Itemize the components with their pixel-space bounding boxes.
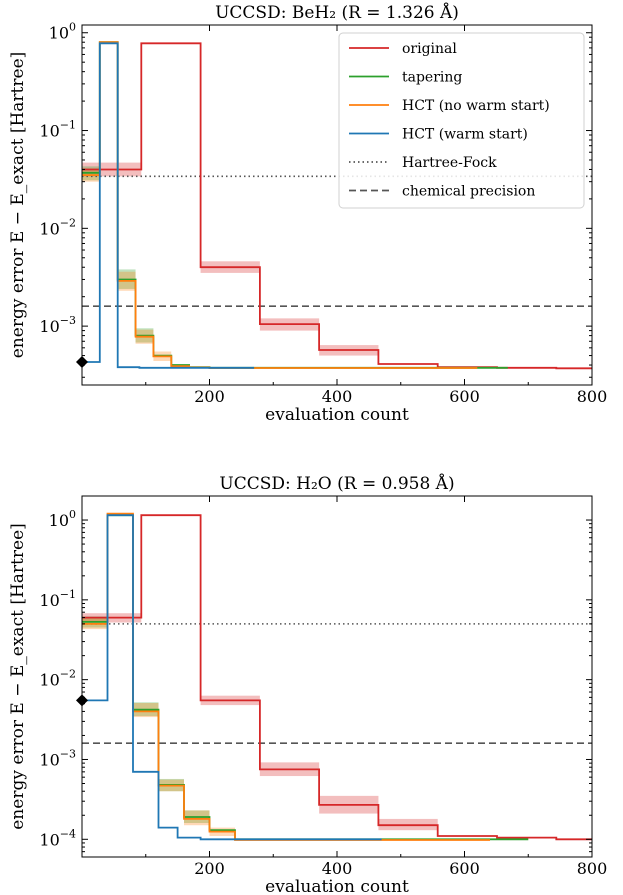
y-tick-exponent: −4 bbox=[60, 827, 76, 840]
y-tick-base: 10 bbox=[39, 591, 59, 610]
y-tick-base: 10 bbox=[39, 122, 59, 141]
legend-label: chemical precision bbox=[402, 184, 535, 200]
y-tick-exponent: −2 bbox=[60, 216, 76, 229]
plot-area bbox=[82, 41, 592, 370]
x-tick-label: 800 bbox=[577, 387, 608, 406]
series-line-hct-no-warm-start bbox=[82, 512, 490, 841]
y-tick-exponent: −1 bbox=[60, 119, 76, 132]
y-tick-exponent: −1 bbox=[60, 588, 76, 601]
y-tick-base: 10 bbox=[39, 317, 59, 336]
series-line-tapering bbox=[82, 514, 529, 841]
chart-title: UCCSD: H₂O (R = 0.958 Å) bbox=[219, 473, 454, 494]
x-axis-label: evaluation count bbox=[265, 877, 409, 895]
x-tick-label: 600 bbox=[449, 859, 480, 878]
x-axis-label: evaluation count bbox=[265, 405, 409, 425]
x-tick-label: 400 bbox=[322, 387, 353, 406]
legend-label: Hartree-Fock bbox=[402, 155, 497, 171]
series-line-hct-warm-start bbox=[82, 514, 382, 841]
series-line-hct-warm-start bbox=[82, 42, 255, 369]
legend-box bbox=[338, 32, 585, 209]
y-axis-label: energy error E − E_exact [Hartree] bbox=[8, 523, 28, 830]
y-axis-label: energy error E − E_exact [Hartree] bbox=[8, 52, 28, 359]
y-tick-base: 10 bbox=[39, 671, 59, 690]
series-line-original bbox=[82, 514, 592, 841]
y-tick-base: 10 bbox=[49, 24, 69, 43]
y-tick-base: 10 bbox=[39, 219, 59, 238]
x-tick-label: 200 bbox=[194, 859, 225, 878]
y-tick-label: 10−2 bbox=[39, 216, 76, 238]
y-tick-base: 10 bbox=[39, 830, 59, 849]
y-tick-label: 100 bbox=[49, 508, 76, 530]
y-tick-label: 10−1 bbox=[39, 119, 76, 141]
y-tick-exponent: 0 bbox=[69, 21, 76, 34]
y-tick-base: 10 bbox=[39, 750, 59, 769]
y-tick-exponent: −3 bbox=[60, 314, 76, 327]
plot-area bbox=[82, 512, 592, 841]
y-tick-exponent: −3 bbox=[60, 747, 76, 760]
y-tick-label: 10−2 bbox=[39, 668, 76, 690]
x-tick-label: 600 bbox=[449, 387, 480, 406]
y-tick-label: 10−1 bbox=[39, 588, 76, 610]
y-tick-label: 100 bbox=[49, 21, 76, 43]
legend-label: HCT (warm start) bbox=[402, 127, 528, 143]
x-tick-label: 400 bbox=[322, 859, 353, 878]
x-tick-label: 800 bbox=[577, 859, 608, 878]
chart-title: UCCSD: BeH₂ (R = 1.326 Å) bbox=[215, 2, 459, 23]
y-tick-label: 10−3 bbox=[39, 314, 76, 336]
y-tick-label: 10−3 bbox=[39, 747, 76, 769]
legend: original tapering HCT (no warm start) HCT (… bbox=[338, 32, 585, 209]
y-tick-exponent: 0 bbox=[69, 508, 76, 521]
x-tick-label: 200 bbox=[194, 387, 225, 406]
legend-label: original bbox=[402, 41, 457, 57]
legend-label: tapering bbox=[402, 70, 462, 86]
y-tick-base: 10 bbox=[49, 511, 69, 530]
y-tick-label: 10−4 bbox=[39, 827, 76, 849]
y-tick-exponent: −2 bbox=[60, 668, 76, 681]
legend-label: HCT (no warm start) bbox=[402, 98, 550, 114]
